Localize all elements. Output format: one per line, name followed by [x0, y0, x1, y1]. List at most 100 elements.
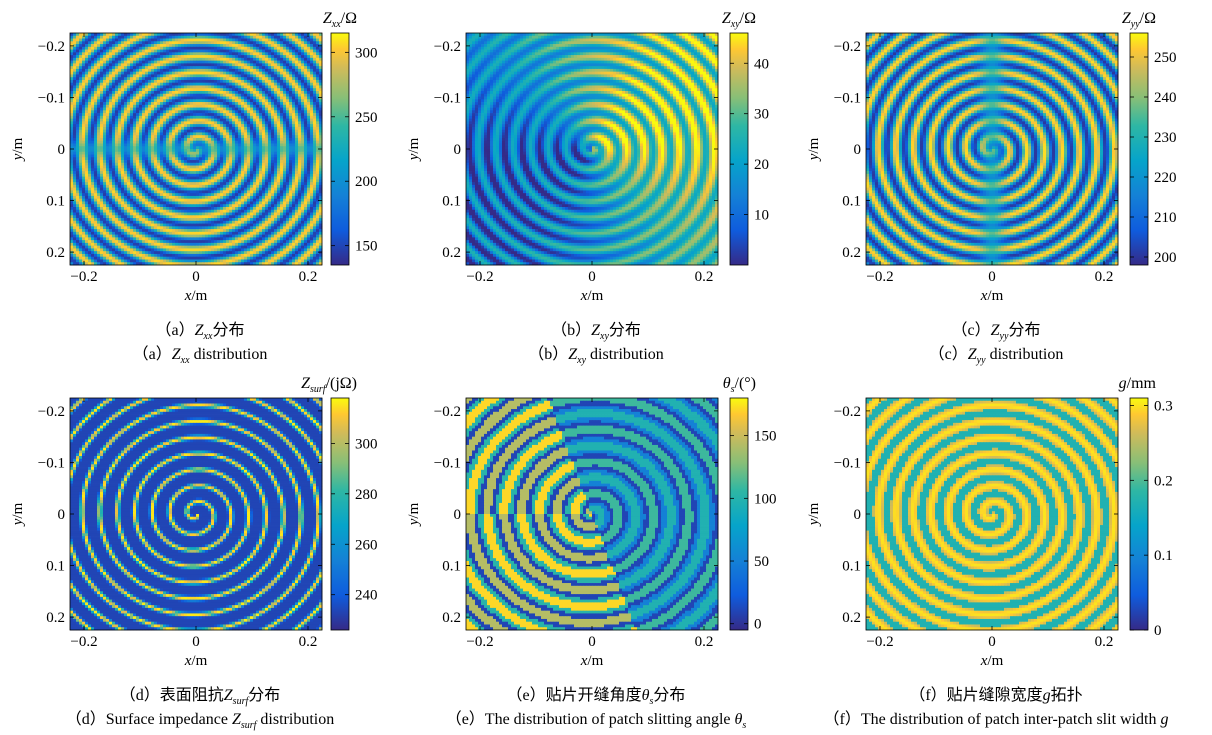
heatmap-cell: [103, 162, 107, 166]
heatmap-cell: [109, 124, 113, 128]
heatmap-cell: [304, 77, 308, 81]
heatmap-cell: [97, 187, 101, 191]
heatmap-cell: [172, 184, 176, 189]
heatmap-cell: [241, 146, 245, 150]
heatmap-cell: [280, 113, 284, 117]
heatmap-cell: [277, 88, 281, 92]
heatmap-cell: [289, 132, 293, 136]
heatmap-cell: [241, 49, 245, 53]
heatmap-cell: [100, 171, 104, 175]
heatmap-cell: [199, 55, 203, 59]
heatmap-cell: [82, 126, 86, 131]
heatmap-cell: [193, 115, 197, 119]
heatmap-cell: [79, 126, 83, 131]
heatmap-cell: [91, 160, 95, 164]
heatmap-cell: [169, 79, 173, 84]
heatmap-cell: [313, 151, 317, 155]
heatmap-cell: [286, 118, 290, 122]
heatmap-cell: [301, 79, 305, 84]
heatmap-cell: [172, 176, 176, 180]
heatmap-cell: [205, 121, 209, 125]
heatmap-cell: [280, 126, 284, 131]
heatmap-cell: [187, 118, 191, 122]
heatmap-cell: [205, 124, 209, 128]
heatmap-cell: [100, 140, 104, 144]
heatmap-cell: [160, 49, 164, 53]
heatmap-cell: [154, 82, 158, 86]
heatmap-cell: [220, 176, 224, 180]
heatmap-cell: [259, 162, 263, 166]
heatmap-cell: [112, 184, 116, 189]
heatmap-cell: [313, 46, 317, 50]
heatmap-cell: [70, 182, 74, 186]
heatmap-cell: [259, 182, 263, 186]
heatmap-cell: [307, 146, 311, 150]
heatmap-cell: [73, 66, 77, 70]
heatmap-cell: [274, 154, 278, 158]
heatmap-cell: [301, 176, 305, 180]
heatmap-cell: [208, 160, 212, 164]
heatmap-cell: [253, 49, 257, 53]
heatmap-cell: [178, 151, 182, 155]
heatmap-cell: [91, 115, 95, 119]
heatmap-cell: [295, 38, 299, 42]
heatmap-cell: [295, 151, 299, 155]
heatmap-cell: [244, 171, 248, 175]
heatmap-cell: [196, 68, 200, 73]
heatmap-cell: [181, 121, 185, 125]
heatmap-cell: [133, 190, 137, 194]
heatmap-cell: [136, 168, 140, 172]
heatmap-cell: [277, 157, 281, 161]
heatmap-cell: [106, 88, 110, 92]
heatmap-cell: [310, 68, 314, 73]
heatmap-cell: [127, 137, 131, 142]
heatmap-cell: [301, 102, 305, 106]
heatmap-cell: [169, 179, 173, 183]
heatmap-cell: [226, 115, 230, 119]
heatmap-cell: [235, 149, 239, 153]
heatmap-cell: [208, 115, 212, 119]
heatmap-cell: [211, 137, 215, 142]
heatmap-cell: [181, 79, 185, 84]
heatmap-cell: [139, 35, 143, 39]
heatmap-cell: [256, 182, 260, 186]
heatmap-cell: [166, 173, 170, 177]
heatmap-cell: [247, 137, 251, 142]
heatmap-cell: [178, 124, 182, 128]
heatmap-cell: [94, 129, 98, 133]
heatmap-cell: [142, 157, 146, 161]
heatmap-cell: [259, 57, 263, 61]
heatmap-cell: [112, 55, 116, 59]
heatmap-cell: [97, 60, 101, 64]
heatmap-cell: [148, 154, 152, 158]
heatmap-cell: [163, 49, 167, 53]
heatmap-cell: [217, 162, 221, 166]
heatmap-cell: [112, 135, 116, 139]
heatmap-cell: [286, 68, 290, 73]
heatmap-cell: [229, 171, 233, 175]
heatmap-cell: [301, 182, 305, 186]
heatmap-cell: [181, 179, 185, 183]
heatmap-cell: [211, 118, 215, 122]
heatmap-cell: [208, 52, 212, 56]
heatmap-cell: [142, 49, 146, 53]
heatmap-cell: [139, 140, 143, 144]
heatmap-cell: [268, 182, 272, 186]
heatmap-cell: [184, 154, 188, 158]
heatmap-cell: [235, 160, 239, 164]
heatmap-cell: [307, 41, 311, 45]
heatmap-cell: [193, 60, 197, 64]
heatmap-cell: [85, 146, 89, 150]
heatmap-cell: [268, 41, 272, 45]
heatmap-cell: [187, 149, 191, 153]
heatmap-cell: [160, 190, 164, 194]
heatmap-cell: [229, 104, 233, 108]
heatmap-cell: [133, 151, 137, 155]
heatmap-cell: [304, 113, 308, 117]
heatmap-cell: [103, 71, 107, 75]
heatmap-cell: [106, 102, 110, 106]
heatmap-cell: [145, 41, 149, 45]
heatmap-cell: [235, 115, 239, 119]
heatmap-cell: [142, 171, 146, 175]
heatmap-cell: [130, 129, 134, 133]
